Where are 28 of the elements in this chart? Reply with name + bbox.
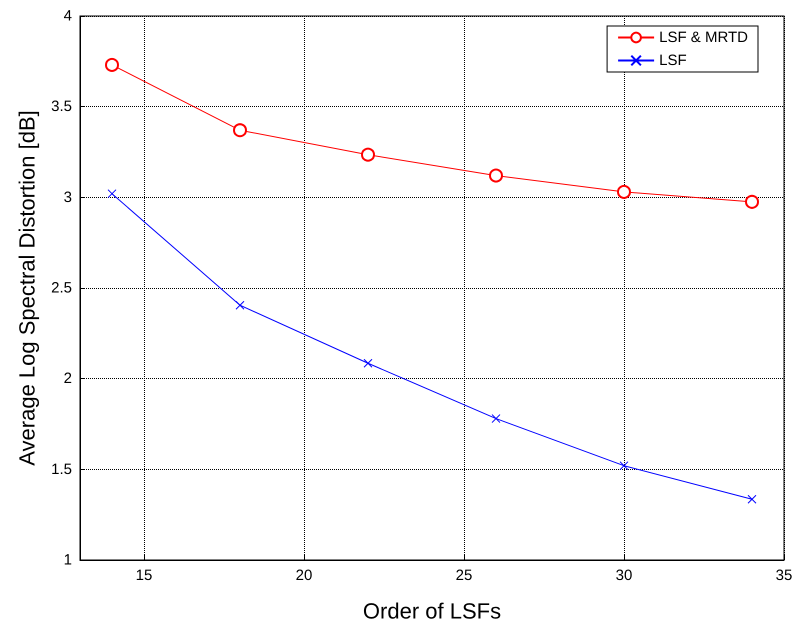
x-tick-label: 15 [136, 567, 152, 584]
x-tick-label: 25 [456, 567, 472, 584]
legend-label: LSF [659, 52, 687, 69]
y-tick-label: 1.5 [51, 460, 72, 478]
y-tick-label: 2 [64, 370, 72, 388]
point [233, 123, 247, 138]
point [492, 414, 500, 424]
point [364, 358, 372, 368]
y-tick-label: 4 [64, 8, 72, 24]
point [620, 461, 628, 470]
y-tick-label: 3 [64, 188, 72, 206]
y-tick-label: 3.5 [51, 98, 72, 116]
point [105, 58, 119, 72]
point [236, 300, 244, 310]
point [617, 184, 631, 199]
point [748, 494, 756, 504]
point [745, 194, 759, 209]
x-tick-label: 30 [616, 567, 632, 584]
x-axis-title: Order of LSFs [362, 598, 502, 624]
point [489, 168, 503, 183]
point [361, 148, 375, 162]
point [108, 189, 116, 198]
x-tick-label: 35 [776, 567, 792, 584]
y-tick-label: 2.5 [51, 280, 72, 296]
legend-label: LSF & MRTD [659, 29, 748, 46]
y-tick-label: 1 [64, 552, 72, 568]
x-tick-label: 20 [296, 567, 312, 584]
y-axis-title: Average Log Spectral Distortion [dB] [14, 110, 40, 466]
